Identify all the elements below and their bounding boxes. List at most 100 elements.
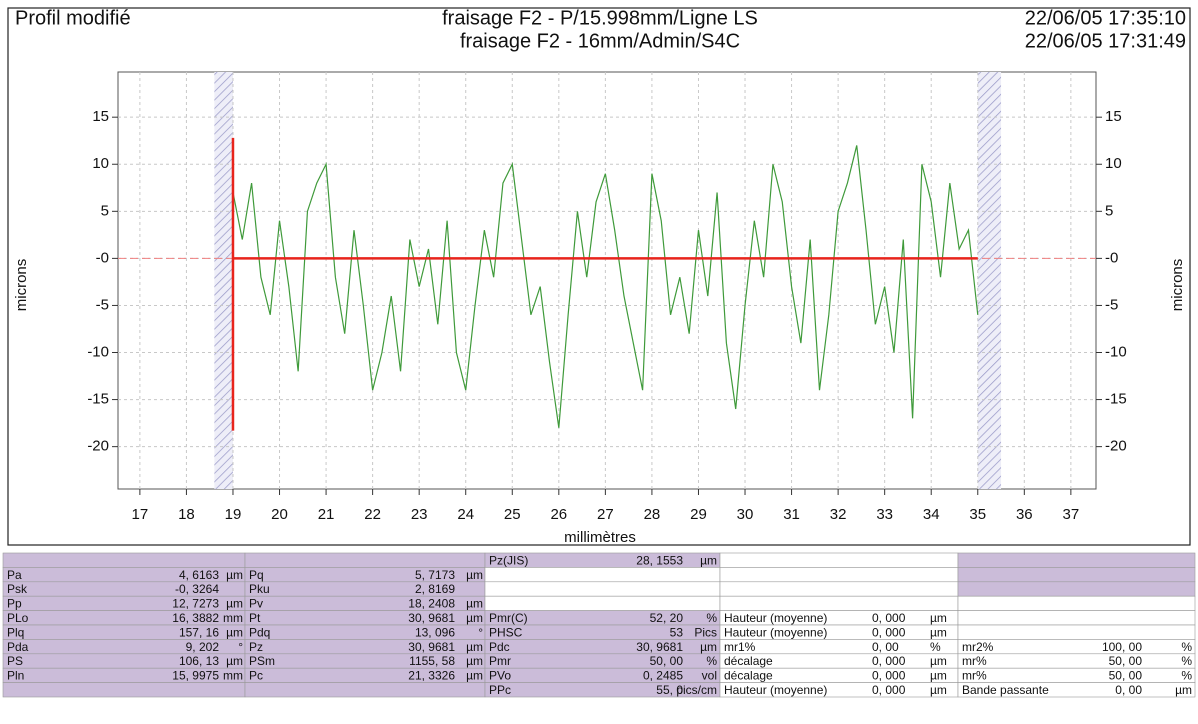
plot-area [117,71,1097,490]
param-value: 0, 000 [872,683,906,697]
param-unit: ° [238,640,243,654]
table-cell [484,653,721,669]
param-value: 50, 00 [1109,654,1143,668]
param-name: Pz [249,640,263,654]
param-value: 55, 0 [656,683,683,697]
param-value: 106, 13 [179,654,219,668]
param-unit: vol [702,669,717,683]
param-value: 18, 2408 [408,597,455,611]
param-name: PVo [489,669,511,683]
date: 22/06/05 17:35:10 [1025,7,1186,29]
x-tick-label: 31 [783,506,800,523]
y-tick-label: 15 [92,108,109,125]
y2-axis-label: microns [1169,259,1186,312]
param-name: PLo [7,611,29,625]
param-name: Plq [7,625,24,639]
param-unit: µm [466,669,483,683]
param-name: Psk [7,582,28,596]
param-unit: ° [478,625,483,639]
y-tick-label: -15 [87,391,109,408]
x-tick-label: 36 [1016,506,1033,523]
param-value: 50, 00 [650,654,684,668]
param-name: Bande passante [962,683,1049,697]
param-value: 28, 1553 [636,553,683,567]
param-value: 13, 096 [415,625,455,639]
chart-frame [7,7,1191,546]
y2-tick-label: -20 [1105,438,1127,455]
param-name: Pp [7,597,22,611]
param-unit: mm [223,611,243,625]
param-unit: µm [226,597,243,611]
param-unit: µm [930,611,947,625]
param-unit: µm [226,568,243,582]
x-tick-label: 34 [923,506,940,523]
table-cell [484,567,721,583]
table-cell [957,653,1196,669]
param-name: mr2% [962,640,994,654]
x-tick-label: 33 [876,506,893,523]
param-name: Pda [7,640,29,654]
param-value: 0, 2485 [643,669,683,683]
param-value: 50, 00 [1109,669,1143,683]
param-name: Pku [249,582,270,596]
y-tick-label: -0 [96,249,109,266]
param-value: 0, 00 [872,640,899,654]
subtitle: fraisage F2 - P/15.998mm/Ligne LS [442,7,758,29]
param-value: 21, 3326 [408,669,455,683]
table-cell [957,567,1196,583]
param-unit: mm [223,669,243,683]
param-unit: µm [466,597,483,611]
table-cell [957,610,1196,626]
table-cell [957,624,1196,640]
x-tick-label: 27 [597,506,614,523]
param-name: mr% [962,669,987,683]
param-value: 0, 000 [872,669,906,683]
table-cell [957,639,1196,655]
param-value: 0, 000 [872,611,906,625]
param-name: PPc [489,683,511,697]
profile-line [232,145,979,428]
x-tick-label: 17 [132,506,149,523]
table-cell [484,581,721,597]
table-cell [719,552,959,568]
date: 22/06/05 17:31:49 [1025,30,1186,52]
param-name: PSm [249,654,275,668]
param-unit: % [706,611,717,625]
param-unit: % [706,654,717,668]
table-cell [957,682,1196,698]
param-value: 100, 00 [1102,640,1142,654]
table-cell [957,552,1196,568]
y2-tick-label: -0 [1105,249,1118,266]
param-name: Pmr [489,654,511,668]
param-value: -0, 3264 [175,582,219,596]
param-unit: µm [226,625,243,639]
param-value: 4, 6163 [179,568,219,582]
x-tick-label: 32 [830,506,847,523]
param-name: Pdq [249,625,270,639]
x-tick-label: 22 [364,506,381,523]
param-value: 2, 8169 [415,582,455,596]
table-cell [484,667,721,683]
param-value: 52, 20 [650,611,684,625]
x-tick-label: 23 [411,506,428,523]
x-tick-label: 19 [225,506,242,523]
y-axis-label: microns [13,259,30,312]
param-name: mr% [962,654,987,668]
param-unit: µm [226,654,243,668]
param-value: 53 [670,625,684,639]
x-tick-label: 21 [318,506,335,523]
excluded-zone [977,72,1002,489]
x-tick-label: 30 [737,506,754,523]
table-cell [719,639,959,655]
x-axis-label: millimètres [564,529,636,546]
param-unit: µm [930,683,947,697]
x-tick-label: 24 [457,506,474,523]
x-tick-label: 37 [1063,506,1080,523]
param-unit: µm [466,654,483,668]
table-cell [484,595,721,611]
param-unit: % [1181,654,1192,668]
y2-tick-label: -5 [1105,296,1118,313]
table-cell [2,682,246,698]
y-tick-label: -20 [87,438,109,455]
param-name: décalage [724,654,773,668]
